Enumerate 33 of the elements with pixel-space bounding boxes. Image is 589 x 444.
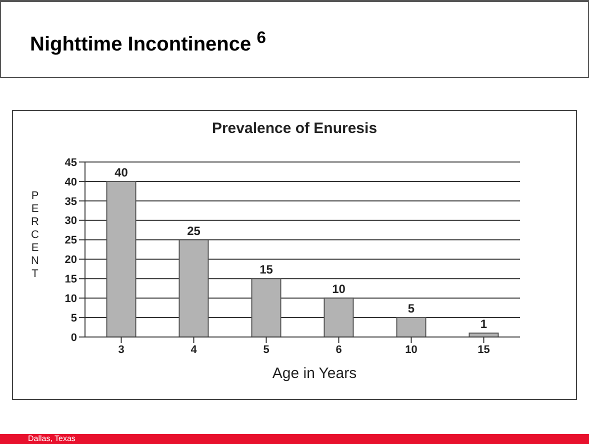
data-label: 25 — [187, 224, 201, 238]
bar — [396, 317, 426, 337]
x-tick-label: 4 — [190, 344, 198, 356]
data-label: 10 — [332, 282, 346, 296]
chart-subtitle: Prevalence of Enuresis — [210, 120, 378, 137]
y-tick-label: 40 — [64, 176, 77, 188]
y-tick-label: 10 — [64, 293, 77, 306]
data-label: 5 — [408, 302, 415, 316]
y-tick-label: 30 — [64, 215, 77, 228]
x-tick-label: 6 — [336, 344, 342, 356]
y-tick-label: 45 — [64, 156, 77, 169]
text: Dallas, Texas — [28, 434, 76, 444]
y-tick-label: 0 — [70, 332, 77, 344]
bar — [178, 239, 209, 337]
bar — [468, 332, 499, 337]
y-tick-label: 15 — [64, 274, 77, 286]
x-tick-label: 10 — [405, 344, 418, 356]
data-label: 40 — [114, 165, 128, 180]
y-axis-title: PERCENT — [30, 190, 40, 281]
bar — [324, 298, 354, 337]
bar — [106, 180, 136, 337]
y-tick-label: 35 — [64, 196, 77, 208]
y-tick-label: 25 — [64, 234, 77, 247]
x-axis-title: Age in Years — [271, 365, 358, 382]
x-tick-label: 15 — [478, 344, 490, 356]
data-label: 1 — [480, 317, 488, 332]
data-label: 15 — [260, 262, 274, 277]
y-tick-label: 20 — [64, 254, 77, 266]
x-tick-label: 3 — [118, 344, 124, 356]
bar — [251, 278, 282, 337]
y-tick-label: 5 — [70, 312, 77, 324]
chart-title: Nighttime Incontinence $^{6}$ — [30, 28, 266, 57]
x-tick-label: 5 — [263, 344, 270, 356]
